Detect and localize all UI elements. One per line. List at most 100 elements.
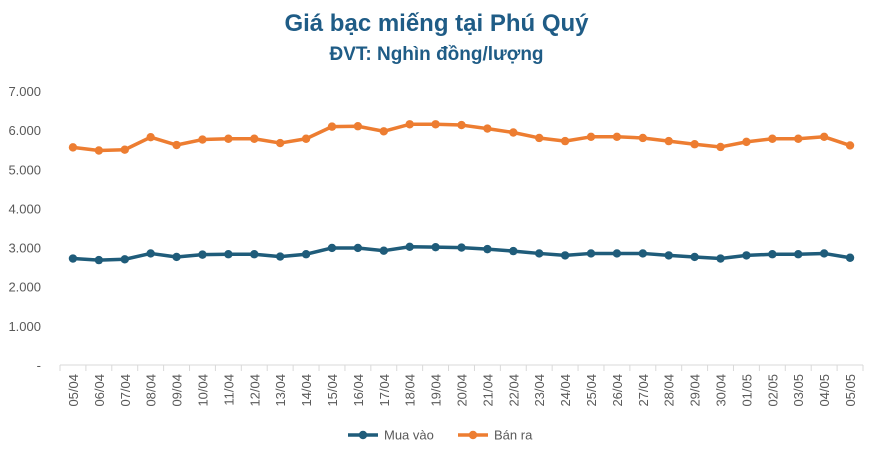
x-tick-label: 05/05: [843, 374, 858, 407]
series-layer: [68, 120, 855, 265]
data-point: [405, 120, 414, 129]
data-point: [353, 122, 363, 131]
data-point: [716, 254, 725, 263]
data-point: [690, 140, 699, 149]
x-tick-label: 27/04: [636, 374, 651, 407]
x-tick-label: 25/04: [584, 374, 599, 407]
x-tick-label: 09/04: [170, 374, 185, 407]
x-tick-label: 12/04: [247, 374, 262, 407]
legend-label: Mua vào: [384, 428, 434, 443]
y-tick-label: 6.000: [8, 123, 41, 138]
y-tick-label: 7.000: [8, 84, 41, 99]
data-point: [560, 251, 570, 260]
y-tick-label: -: [37, 358, 41, 373]
data-point: [457, 120, 466, 130]
data-point: [638, 133, 648, 143]
data-point: [457, 243, 466, 252]
data-point: [301, 134, 311, 143]
x-tick-label: 21/04: [480, 374, 495, 407]
data-point: [146, 132, 155, 142]
x-tick-label: 17/04: [377, 374, 392, 407]
x-axis: 05/04 06/04 07/04 08/04 09/04 10/04 11/04 12/04…: [59, 365, 864, 407]
x-tick-label: 23/04: [532, 374, 547, 407]
data-point: [690, 252, 699, 262]
data-point: [535, 249, 544, 258]
data-point: [224, 134, 233, 143]
data-point: [509, 128, 518, 137]
x-tick-label: 13/04: [273, 374, 288, 407]
x-tick-label: 20/04: [455, 374, 470, 407]
x-tick-label: 19/04: [429, 374, 444, 407]
x-tick-label: 16/04: [351, 374, 366, 407]
x-tick-label: 30/04: [714, 374, 729, 407]
data-point: [845, 253, 855, 262]
data-point: [716, 142, 725, 152]
data-point: [742, 137, 751, 147]
x-tick-label: 01/05: [739, 374, 754, 407]
data-point: [483, 124, 492, 133]
data-point: [353, 243, 363, 253]
data-point: [146, 249, 155, 258]
x-tick-label: 07/04: [118, 374, 133, 407]
data-point: [768, 134, 777, 143]
x-tick-label: 02/05: [765, 374, 780, 407]
data-point: [172, 140, 181, 150]
legend-swatch-marker: [468, 430, 478, 440]
data-point: [120, 145, 129, 154]
data-point: [819, 132, 829, 141]
data-point: [275, 252, 285, 261]
data-point: [405, 242, 414, 251]
x-tick-label: 03/05: [791, 374, 806, 407]
y-tick-label: 5.000: [8, 162, 41, 177]
data-point: [68, 143, 78, 152]
data-point: [845, 141, 855, 150]
data-point: [586, 132, 596, 141]
x-tick-label: 10/04: [195, 374, 210, 407]
legend: Mua vào Bán ra: [348, 428, 533, 443]
data-point: [535, 133, 544, 143]
data-point: [94, 146, 104, 155]
data-point: [819, 249, 829, 258]
data-point: [68, 254, 78, 263]
data-point: [794, 134, 803, 143]
y-tick-label: 3.000: [8, 241, 41, 256]
data-point: [431, 242, 440, 252]
x-tick-label: 24/04: [558, 374, 573, 407]
data-point: [431, 120, 440, 129]
data-point: [120, 255, 129, 264]
data-point: [768, 250, 777, 259]
legend-label: Bán ra: [494, 428, 533, 443]
x-tick-label: 05/04: [66, 374, 81, 407]
series-2: [68, 120, 855, 155]
data-point: [379, 246, 388, 255]
x-tick-label: 28/04: [662, 374, 677, 407]
x-tick-label: 04/05: [817, 374, 832, 407]
data-point: [327, 243, 337, 253]
x-tick-label: 08/04: [144, 374, 159, 407]
x-tick-label: 06/04: [92, 374, 107, 407]
data-point: [275, 138, 285, 148]
data-point: [586, 249, 596, 258]
data-point: [379, 127, 388, 136]
data-point: [224, 250, 233, 259]
data-point: [250, 134, 259, 143]
x-tick-label: 18/04: [403, 374, 418, 407]
data-point: [483, 244, 492, 254]
data-point: [198, 250, 207, 259]
x-tick-label: 26/04: [610, 374, 625, 407]
legend-swatch-marker: [358, 430, 368, 440]
data-point: [794, 250, 803, 259]
x-tick-label: 14/04: [299, 374, 314, 407]
y-tick-label: 1.000: [8, 319, 41, 334]
y-tick-label: 2.000: [8, 280, 41, 295]
data-point: [301, 250, 311, 259]
data-point: [664, 136, 673, 146]
data-point: [250, 250, 259, 259]
x-tick-label: 22/04: [506, 374, 521, 407]
data-point: [612, 249, 622, 258]
chart-subtitle: ĐVT: Nghìn đồng/lượng: [329, 44, 544, 65]
data-point: [638, 249, 648, 258]
data-point: [198, 135, 207, 144]
